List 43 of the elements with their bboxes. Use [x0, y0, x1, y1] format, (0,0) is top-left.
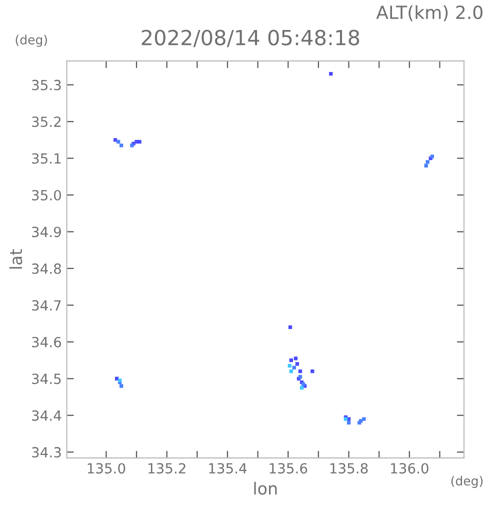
point	[289, 358, 293, 362]
point	[138, 140, 142, 144]
y-tick-label: 34.6	[32, 336, 62, 348]
point	[426, 160, 430, 164]
y-tick-label: 34.7	[32, 300, 61, 311]
point	[346, 420, 351, 425]
point	[362, 417, 366, 421]
chart-title: 2022/08/14 05:48:18	[142, 30, 360, 48]
x-tick-label: 136.0	[391, 463, 428, 474]
y-tick-label: 34.8	[32, 263, 61, 274]
point	[116, 140, 120, 144]
x-tick-label: 135.8	[330, 463, 368, 474]
point	[424, 164, 428, 168]
y-tick-label: 35.1	[32, 153, 61, 164]
point	[288, 364, 292, 368]
point	[298, 369, 302, 374]
y-tick-label: 35.2	[32, 116, 61, 128]
text: (deg)	[16, 34, 47, 47]
point	[289, 369, 293, 374]
y-tick-label: 34.3	[32, 447, 61, 458]
text: (deg)	[451, 476, 483, 488]
y-tick-label: 34.4	[32, 410, 62, 421]
point	[295, 362, 300, 366]
text: ALT(km) 2.0	[376, 5, 482, 22]
x-tick-label: 135.6	[270, 463, 308, 474]
point	[120, 144, 124, 148]
x-tick-label: 135.4	[209, 463, 247, 474]
x-tick-label: 135.2	[148, 463, 186, 474]
point	[113, 138, 118, 142]
point	[300, 386, 304, 390]
point	[292, 366, 296, 370]
point	[294, 356, 298, 360]
y-tick-label: 34.9	[32, 226, 61, 238]
point	[310, 369, 314, 374]
x-tick-label: 135.0	[88, 463, 126, 474]
y-tick-label: 35.0	[32, 190, 61, 200]
point	[120, 384, 124, 388]
y-tick-label: 34.5	[32, 374, 61, 384]
point	[288, 325, 292, 330]
x-axis-title: lon	[254, 482, 277, 495]
point	[329, 72, 333, 76]
y-axis-title: lat	[9, 249, 22, 269]
y-tick-label: 35.3	[32, 80, 61, 90]
